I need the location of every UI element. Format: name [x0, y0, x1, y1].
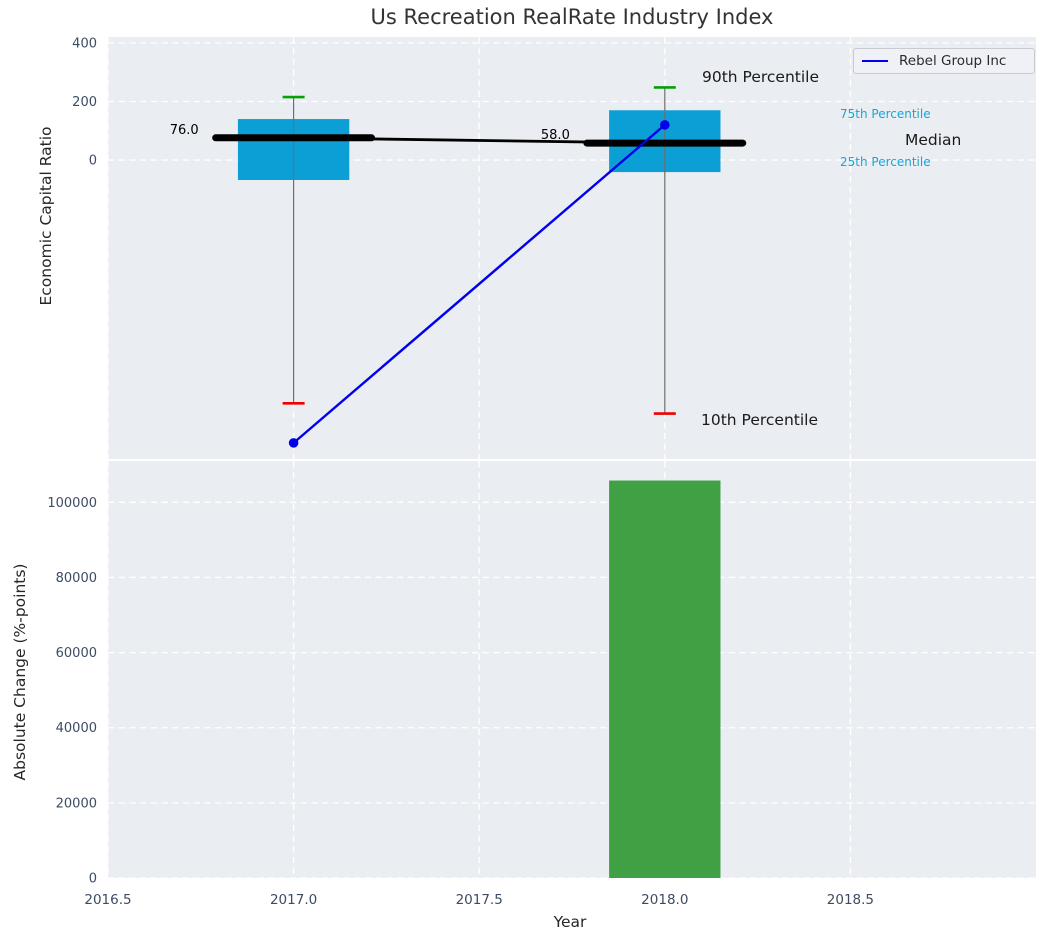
annotation-median: Median	[905, 131, 962, 149]
top-y-axis-label: Economic Capital Ratio	[37, 126, 55, 306]
legend-line-icon	[862, 60, 888, 62]
median-value-label: 76.0	[170, 123, 199, 138]
x-tick-label: 2018.5	[827, 892, 874, 908]
bottom-y-tick-label: 60000	[56, 646, 97, 661]
legend: Rebel Group Inc	[853, 48, 1035, 74]
bottom-y-tick-label: 100000	[47, 496, 97, 511]
bottom-y-axis-label: Absolute Change (%-points)	[11, 563, 29, 781]
top-y-tick-label: 0	[89, 154, 97, 169]
x-tick-label: 2017.0	[270, 892, 317, 908]
annotation-10th-percentile: 10th Percentile	[701, 411, 819, 429]
x-axis-label: Year	[553, 913, 587, 931]
company-series-marker	[660, 120, 670, 130]
bottom-y-tick-label: 40000	[56, 721, 97, 736]
company-series-line	[292, 124, 666, 444]
top-y-tick-label: 400	[72, 36, 97, 51]
bottom-y-tick-label: 20000	[56, 796, 97, 811]
bottom-y-tick-label: 80000	[56, 571, 97, 586]
x-tick-label: 2016.5	[84, 892, 131, 908]
top-axes-background	[108, 37, 1036, 459]
annotation-25th-percentile: 25th Percentile	[840, 155, 931, 169]
legend-series-label: Rebel Group Inc	[899, 53, 1007, 69]
annotation-90th-percentile: 90th Percentile	[702, 68, 820, 86]
top-y-tick-label: 200	[72, 95, 97, 110]
company-series-marker	[288, 438, 299, 448]
x-tick-label: 2018.0	[641, 892, 688, 908]
chart-title: Us Recreation RealRate Industry Index	[370, 5, 774, 29]
median-value-label: 58.0	[541, 128, 570, 143]
change-bar	[609, 480, 721, 878]
x-tick-label: 2017.5	[456, 892, 503, 908]
bottom-y-tick-label: 0	[89, 872, 97, 887]
annotation-75th-percentile: 75th Percentile	[840, 107, 931, 121]
bottom-axes-background	[108, 461, 1036, 878]
